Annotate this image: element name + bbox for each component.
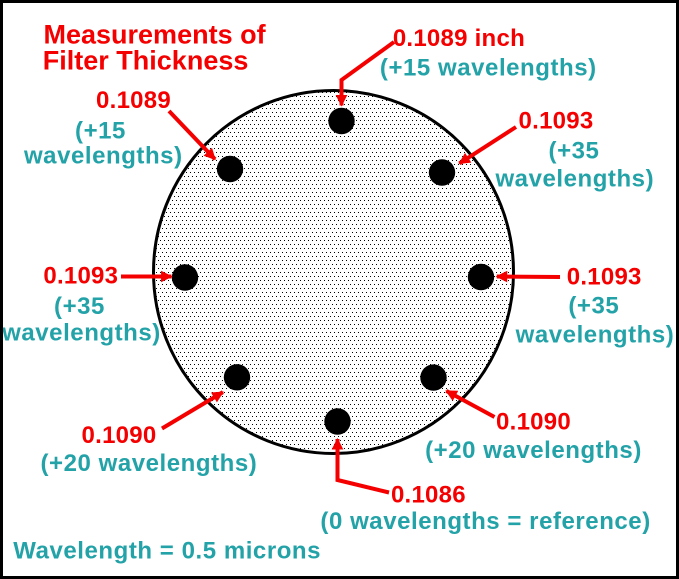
svg-text:Wavelength = 0.5 microns: Wavelength = 0.5 microns	[13, 538, 321, 565]
svg-text:wavelengths): wavelengths)	[23, 143, 183, 170]
svg-text:0.1093: 0.1093	[43, 263, 118, 290]
svg-text:(+35: (+35	[54, 293, 105, 320]
svg-text:(+35: (+35	[549, 137, 600, 164]
svg-text:0.1093: 0.1093	[567, 264, 642, 291]
svg-text:0.1093: 0.1093	[519, 108, 594, 135]
svg-text:0.1090: 0.1090	[82, 422, 157, 449]
svg-text:Filter Thickness: Filter Thickness	[43, 45, 249, 75]
svg-text:wavelengths): wavelengths)	[515, 322, 675, 349]
svg-text:(+20 wavelengths): (+20 wavelengths)	[41, 450, 258, 477]
svg-text:wavelengths): wavelengths)	[1, 320, 161, 347]
svg-text:(+15 wavelengths): (+15 wavelengths)	[380, 55, 597, 82]
svg-text:0.1089 inch: 0.1089 inch	[393, 25, 525, 52]
svg-text:0.1086: 0.1086	[391, 482, 466, 509]
svg-text:0.1090: 0.1090	[496, 409, 571, 436]
svg-text:0.1089: 0.1089	[96, 87, 171, 114]
svg-text:(+15: (+15	[75, 117, 126, 144]
svg-text:(+20 wavelengths): (+20 wavelengths)	[425, 437, 642, 464]
svg-text:Measurements of: Measurements of	[44, 20, 267, 50]
svg-text:wavelengths): wavelengths)	[494, 166, 654, 193]
svg-text:(+35: (+35	[568, 293, 619, 320]
svg-text:(0 wavelengths = reference): (0 wavelengths = reference)	[320, 508, 650, 535]
